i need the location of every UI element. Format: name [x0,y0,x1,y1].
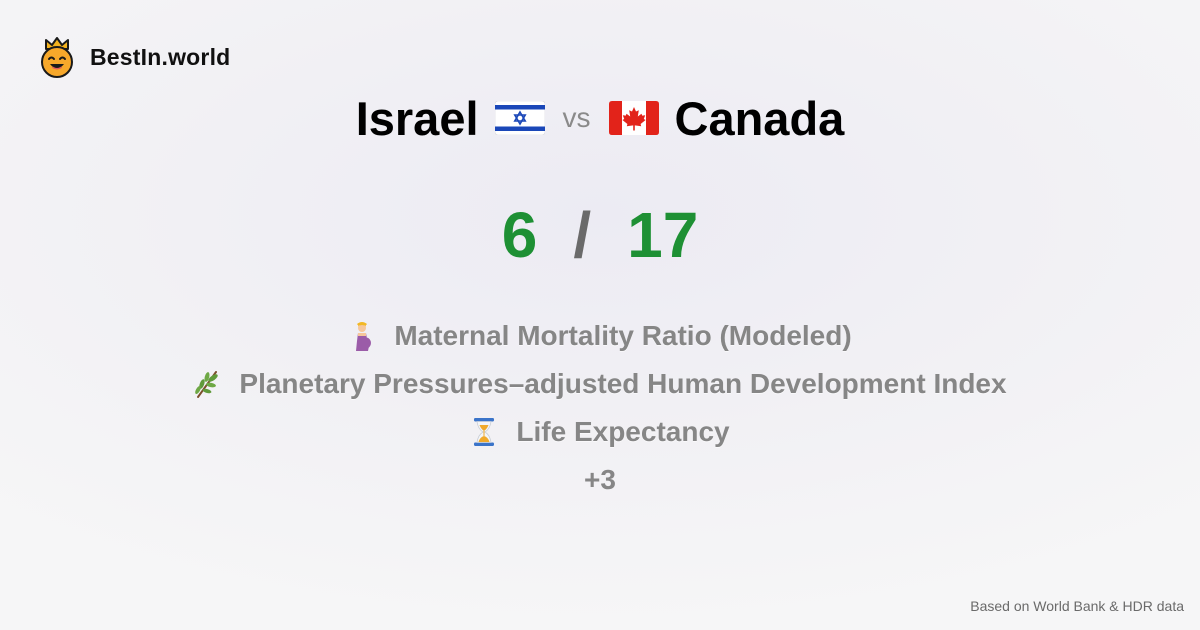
metric-list: Maternal Mortality Ratio (Modeled) Plane… [0,312,1200,504]
more-metrics-count[interactable]: +3 [584,464,616,495]
metric-label: Planetary Pressures–adjusted Human Devel… [239,368,1007,399]
metric-label: Life Expectancy [516,416,730,447]
data-source-note: Based on World Bank & HDR data [970,598,1184,614]
pregnant-woman-icon [356,322,372,351]
metric-item: Life Expectancy [470,408,730,456]
brand[interactable]: BestIn.world [38,36,230,78]
comparison-title: Israel vs Canada [0,88,1200,148]
herb-icon [195,371,219,398]
country-a-name: Israel [355,91,479,145]
hourglass-icon [474,418,495,446]
country-b-name: Canada [674,91,845,145]
score-display: 6 / 17 [0,195,1200,275]
israel-flag-icon [494,101,545,135]
vs-label: vs [562,102,591,133]
score-b: 17 [627,199,699,271]
crowned-smiley-icon [41,37,73,78]
canada-flag-icon [608,101,659,135]
score-separator: / [573,199,592,271]
score-a: 6 [501,199,538,271]
brand-name: BestIn.world [90,43,231,70]
metric-label: Maternal Mortality Ratio (Modeled) [394,320,852,351]
metric-item: Maternal Mortality Ratio (Modeled) [348,312,852,360]
metric-item: Planetary Pressures–adjusted Human Devel… [193,360,1007,408]
